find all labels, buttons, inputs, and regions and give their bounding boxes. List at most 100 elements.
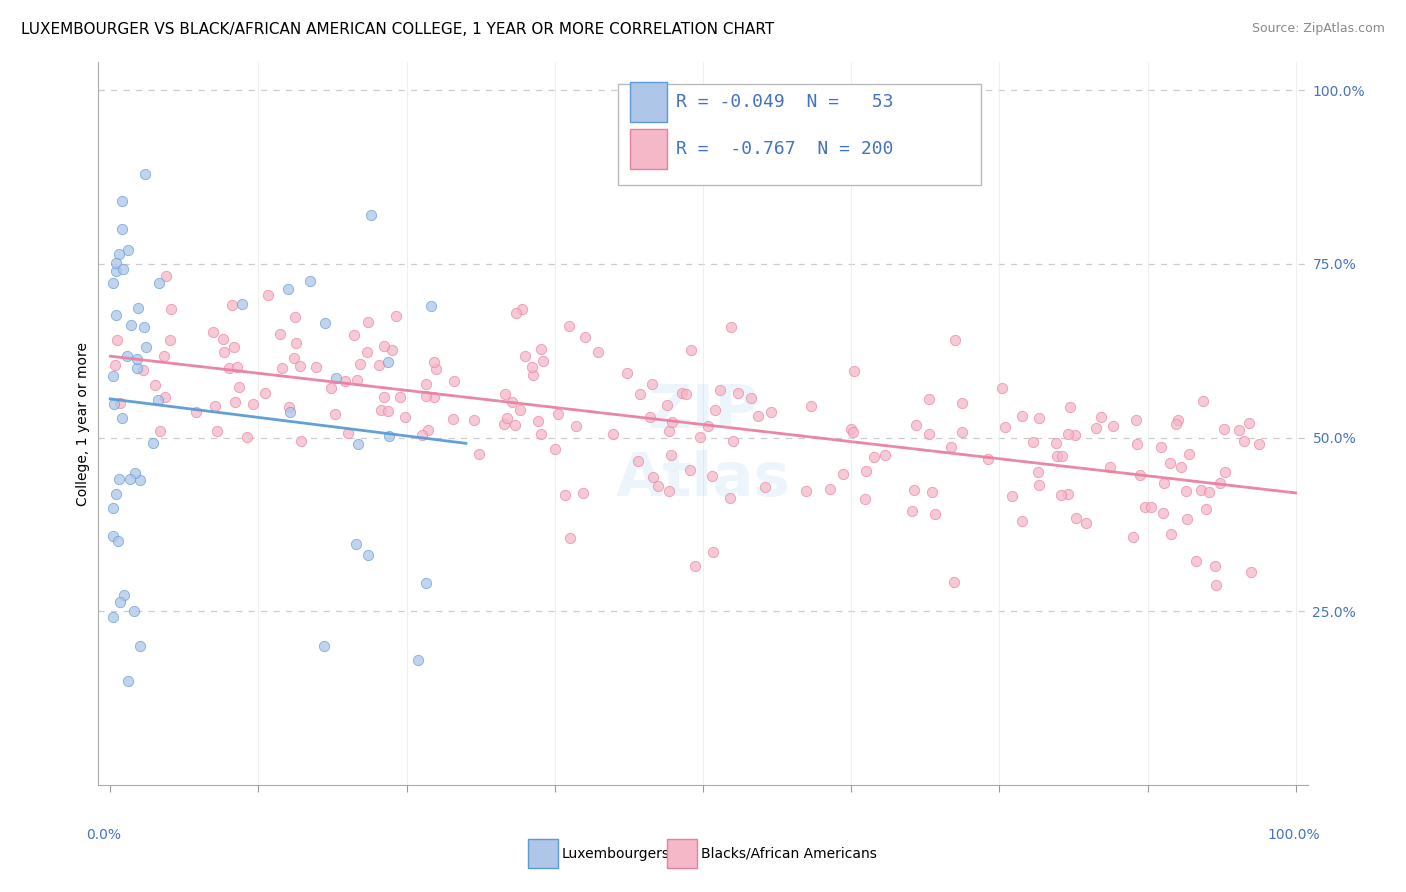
Point <box>818 482 841 496</box>
Point <box>1046 450 1069 464</box>
Point <box>270 361 292 376</box>
Point <box>696 419 718 434</box>
Point <box>463 413 485 427</box>
Point <box>1204 559 1226 574</box>
Point <box>1022 435 1045 450</box>
Point <box>385 310 408 324</box>
Point <box>148 277 170 291</box>
Point <box>235 430 257 444</box>
Point <box>104 308 127 322</box>
Point <box>994 419 1017 434</box>
Point <box>278 401 301 415</box>
Bar <box>630 82 666 122</box>
Point <box>1175 512 1198 526</box>
Point <box>1098 460 1121 475</box>
Point <box>415 576 437 591</box>
Point <box>689 430 711 444</box>
Point <box>702 545 724 559</box>
Point <box>794 484 817 499</box>
Point <box>357 315 380 329</box>
Point <box>647 479 669 493</box>
Point <box>346 437 368 451</box>
Point <box>388 390 411 404</box>
Point <box>142 436 165 450</box>
Point <box>1213 465 1236 479</box>
Point <box>1011 409 1033 423</box>
Point <box>1209 475 1232 490</box>
Point <box>702 468 724 483</box>
Point <box>1192 394 1215 409</box>
Point <box>277 282 299 296</box>
Point <box>356 548 378 562</box>
Point <box>201 325 224 339</box>
Text: ZIP
Atlas: ZIP Atlas <box>616 382 790 509</box>
Point <box>661 415 683 429</box>
Point <box>143 377 166 392</box>
Point <box>132 320 155 334</box>
Point <box>254 385 277 400</box>
Point <box>1076 516 1098 530</box>
Point <box>278 405 301 419</box>
Text: 0.0%: 0.0% <box>86 829 121 842</box>
Point <box>117 349 139 363</box>
Text: 100.0%: 100.0% <box>1267 829 1320 842</box>
Point <box>1167 413 1189 427</box>
Text: Source: ZipAtlas.com: Source: ZipAtlas.com <box>1251 22 1385 36</box>
Point <box>505 306 527 320</box>
Point <box>1159 456 1181 470</box>
Point <box>1066 511 1088 525</box>
Point <box>494 387 516 401</box>
Point <box>356 344 378 359</box>
Point <box>321 381 343 395</box>
Point <box>305 359 328 374</box>
Point <box>1028 411 1050 425</box>
Point <box>494 417 516 431</box>
Point <box>950 425 973 439</box>
Point <box>127 361 149 376</box>
Point <box>529 343 551 357</box>
Point <box>509 403 531 417</box>
Point <box>495 411 517 425</box>
Point <box>943 575 966 590</box>
Point <box>1189 483 1212 497</box>
Point <box>529 427 551 442</box>
Point <box>325 371 347 385</box>
Point <box>1198 485 1220 500</box>
Point <box>312 639 335 653</box>
Point <box>441 412 464 426</box>
Point <box>225 360 247 375</box>
Point <box>108 594 131 608</box>
Text: LUXEMBOURGER VS BLACK/AFRICAN AMERICAN COLLEGE, 1 YEAR OR MORE CORRELATION CHART: LUXEMBOURGER VS BLACK/AFRICAN AMERICAN C… <box>21 22 775 37</box>
Point <box>269 326 291 341</box>
Point <box>658 424 681 438</box>
Point <box>586 345 609 359</box>
Text: Blacks/African Americans: Blacks/African Americans <box>700 847 876 861</box>
Point <box>1232 434 1254 449</box>
Point <box>977 451 1000 466</box>
Point <box>1057 487 1080 501</box>
Point <box>408 653 430 667</box>
Point <box>111 222 134 236</box>
Point <box>159 333 181 347</box>
Point <box>520 359 543 374</box>
Point <box>224 395 246 409</box>
Point <box>211 332 233 346</box>
Point <box>368 358 391 372</box>
Point <box>132 363 155 377</box>
Point <box>921 484 943 499</box>
Point <box>544 442 567 457</box>
Point <box>468 447 491 461</box>
Text: R = -0.049  N =   53: R = -0.049 N = 53 <box>676 93 894 112</box>
Point <box>111 262 134 277</box>
Point <box>184 405 207 419</box>
Point <box>740 391 762 405</box>
Point <box>1150 440 1173 454</box>
Point <box>720 320 742 334</box>
Point <box>283 351 305 365</box>
Point <box>1166 417 1188 431</box>
Text: Luxembourgers: Luxembourgers <box>561 847 669 861</box>
Point <box>727 386 749 401</box>
Point <box>832 467 855 481</box>
Point <box>842 425 865 440</box>
Point <box>370 403 392 417</box>
